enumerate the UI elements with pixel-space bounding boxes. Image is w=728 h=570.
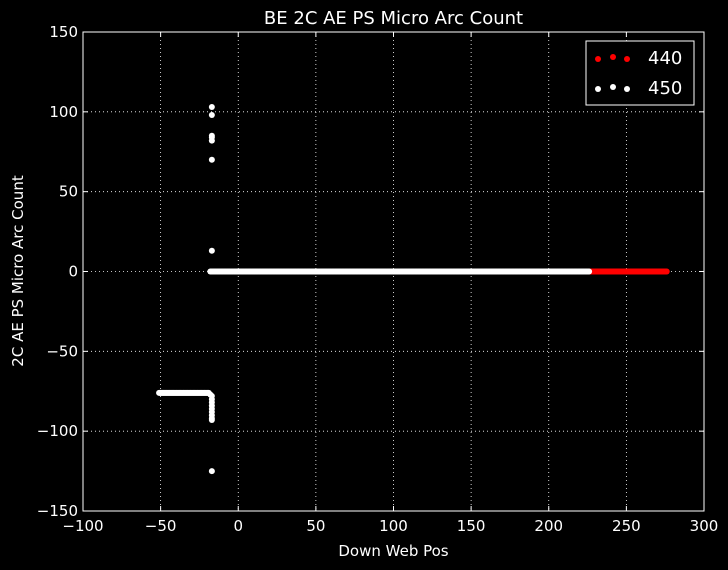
legend-marker [624,86,630,92]
data-point [208,247,215,254]
series-450 [156,104,593,475]
x-tick-label: −50 [145,517,177,535]
legend-marker [610,84,616,90]
y-axis-label: 2C AE PS Micro Arc Count [9,175,27,367]
legend-marker [595,56,601,62]
y-tick-label: 150 [49,23,78,41]
y-tick-label: 0 [68,263,78,281]
x-axis-label: Down Web Pos [338,542,448,560]
data-point [208,104,215,111]
data-point [586,268,593,275]
legend-marker [595,86,601,92]
x-tick-label: 150 [457,517,486,535]
legend-label: 450 [648,78,682,99]
legend-marker [624,56,630,62]
legend-label: 440 [648,48,682,69]
x-tick-label: 300 [690,517,719,535]
x-tick-label: 250 [612,517,641,535]
legend-item-440: 440 [595,48,682,69]
data-point [208,112,215,119]
x-tick-label: 200 [534,517,563,535]
x-tick-label: 100 [379,517,408,535]
chart-title: BE 2C AE PS Micro Arc Count [264,8,523,29]
data-point [208,468,215,475]
series-440 [586,268,670,275]
y-tick-label: 100 [49,103,78,121]
y-tick-label: −100 [37,422,78,440]
x-tick-label: 50 [306,517,325,535]
y-tick-label: −50 [46,342,78,360]
data-point [208,156,215,163]
legend-item-450: 450 [595,78,682,99]
data-points [156,104,670,475]
data-point [663,268,670,275]
legend-marker [610,54,616,60]
x-tick-label: −100 [62,517,103,535]
data-point [208,416,215,423]
legend-box [585,40,695,106]
data-point [208,137,215,144]
x-tick-label: 0 [233,517,243,535]
axis-ticks: −100 −50 0 50 100 150 200 250 300−150−100−500501… [37,23,719,535]
y-tick-label: 50 [59,183,78,201]
y-tick-label: −150 [37,502,78,520]
